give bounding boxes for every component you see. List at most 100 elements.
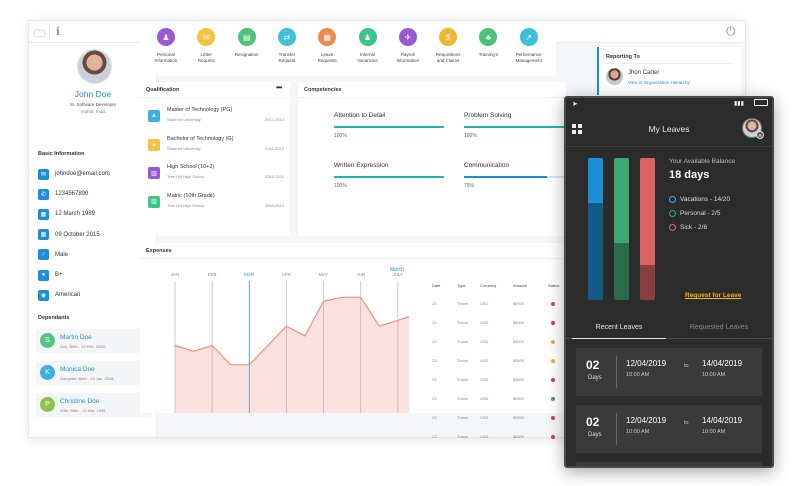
personal-info-icon: ♟ — [157, 28, 175, 46]
menu-grid-icon[interactable] — [572, 124, 582, 134]
table-cell: $5000 — [513, 377, 525, 382]
qualification-title: Qualification — [146, 87, 180, 93]
table-cell: Travel — [457, 339, 468, 344]
legend-circle-icon — [669, 209, 676, 217]
settings-badge-icon[interactable]: ⚙ — [756, 131, 764, 139]
progress-fill — [334, 176, 444, 178]
competency-name: Communication — [464, 162, 510, 169]
qualification-years: 2011-2012 — [265, 145, 284, 151]
divider — [49, 25, 50, 39]
payroll-icon: ✈ — [398, 28, 417, 46]
power-icon[interactable]: ⏻ — [726, 24, 736, 38]
table-cell: USD — [480, 358, 489, 363]
progress-bar — [464, 126, 574, 128]
basic-info-title: Basic Information — [38, 151, 85, 157]
table-header: Type — [457, 283, 466, 288]
progress-bar — [464, 176, 574, 178]
legend-label: Personal - 2/5 — [680, 209, 721, 217]
battery-icon — [754, 99, 768, 106]
status-dot — [551, 340, 555, 344]
table-cell: $5000 — [513, 301, 525, 306]
info-row: ▦ 09 October 2015 — [38, 229, 100, 241]
table-cell: USD — [480, 339, 489, 344]
avatar: P — [40, 397, 55, 412]
table-cell: 23 — [432, 396, 437, 401]
shortcut-leave[interactable]: ▦ Leave Requests — [307, 28, 347, 64]
leave-day-unit: Days — [588, 432, 602, 438]
x-tick-label: FEB — [208, 272, 217, 277]
shortcut-claims[interactable]: $ Requisitions and Claims — [428, 28, 468, 64]
status-dot — [551, 321, 555, 325]
shortcut-letter[interactable]: ✉ Letter Request — [186, 28, 226, 64]
x-tick-label: JUN — [356, 272, 365, 277]
dependant-detail: Son, Birth - 13 Feb. 2008. — [60, 344, 106, 349]
competencies-title: Competencies — [304, 87, 342, 93]
table-cell: 23 — [432, 339, 437, 344]
table-header: Amount — [513, 283, 527, 288]
shortcut-payroll[interactable]: ✈ Payroll Information — [388, 28, 428, 64]
list-item[interactable]: S Martin Doe Son, Birth - 13 Feb. 2008. — [36, 329, 152, 353]
globe-icon: ◉ — [38, 289, 49, 301]
phone-status-bar: ➤ ▮▮▮ — [566, 98, 772, 112]
progress-bar — [334, 176, 444, 178]
folder-icon[interactable]: 🗀 — [34, 28, 45, 40]
leave-from-date: 12/04/2019 — [626, 416, 667, 425]
education-icon: ▲ — [148, 110, 160, 122]
profile-panel: ⚙ John Doe Sr. Software Developer Vrahat… — [29, 43, 157, 437]
info-value: johndoe@email.com — [55, 171, 110, 177]
competencies-card: Competencies Attention to Detail 100% Prob… — [298, 82, 574, 236]
more-icon[interactable]: ••• — [276, 83, 282, 92]
qualification-name: High School (10+2) — [167, 164, 215, 170]
table-cell: Travel — [457, 301, 468, 306]
active-tab-indicator — [572, 338, 666, 339]
selected-month[interactable]: March — [390, 267, 404, 273]
tab-requested-leaves[interactable]: Requested Leaves — [689, 324, 749, 331]
progress-fill — [464, 126, 574, 128]
org-hierarchy-link[interactable]: View in Organization Hierarchy — [628, 80, 690, 85]
shortcut-resignation[interactable]: ▤ Resignation — [227, 28, 267, 58]
list-item[interactable]: P Christine Doe Wife, Birth - 13 Mar. 1995… — [36, 393, 152, 417]
info-icon[interactable]: ℹ — [56, 26, 61, 38]
divider — [616, 356, 617, 388]
x-tick-label: JAN — [171, 272, 180, 277]
resignation-icon: ▤ — [237, 28, 256, 46]
shortcut-performance[interactable]: ↗ Performance Management — [509, 28, 549, 64]
table-cell: $5000 — [513, 358, 525, 363]
x-tick-label: APR — [282, 272, 292, 277]
profile-name: John Doe — [74, 89, 112, 99]
gender-icon: ♂ — [38, 249, 49, 261]
table-header: Status — [548, 283, 560, 288]
table-header: Date — [432, 283, 441, 288]
table-cell: $5000 — [513, 415, 525, 420]
divider — [616, 413, 617, 445]
table-cell: Travel — [457, 415, 468, 420]
location-icon: ➤ — [572, 101, 578, 108]
request-leave-link[interactable]: Request for Leave — [685, 292, 742, 299]
shortcut-transfer[interactable]: ⇄ Transfer Request — [267, 28, 307, 64]
divider — [140, 97, 290, 98]
competency: Communication 75% — [464, 162, 574, 189]
shortcut-vacancies[interactable]: ♟ Internal Vacancies — [348, 28, 388, 64]
info-row: ▦ 12 March 1989 — [38, 208, 95, 220]
education-icon: ▥ — [148, 195, 160, 208]
tab-recent-leaves[interactable]: Recent Leaves — [595, 324, 643, 331]
avatar — [77, 49, 112, 84]
progress-bar — [334, 126, 444, 128]
leave-from-time: 10:00 AM — [626, 372, 650, 378]
shortcut-training[interactable]: ♣ Training's — [468, 28, 508, 58]
list-item[interactable]: K Monica Doe Daughter, Birth - 03 Jan. 201… — [36, 361, 152, 385]
table-cell: 23 — [432, 434, 437, 439]
divider — [606, 63, 734, 64]
shortcut-personal-info[interactable]: ♟ Personal Information — [146, 28, 186, 64]
phone-icon: ✆ — [38, 188, 49, 200]
balance-label: Your Available Balance — [669, 158, 736, 165]
table-header: Currency — [480, 283, 497, 288]
school-name: Stanford University — [167, 145, 201, 151]
table-cell: $5000 — [513, 396, 525, 401]
shortcut-label: Leave Requests — [317, 52, 337, 63]
table-cell: USD — [480, 434, 489, 439]
phone-mockup: ➤ ▮▮▮ My Leaves ⚙ Your Available Balance… — [564, 96, 774, 468]
